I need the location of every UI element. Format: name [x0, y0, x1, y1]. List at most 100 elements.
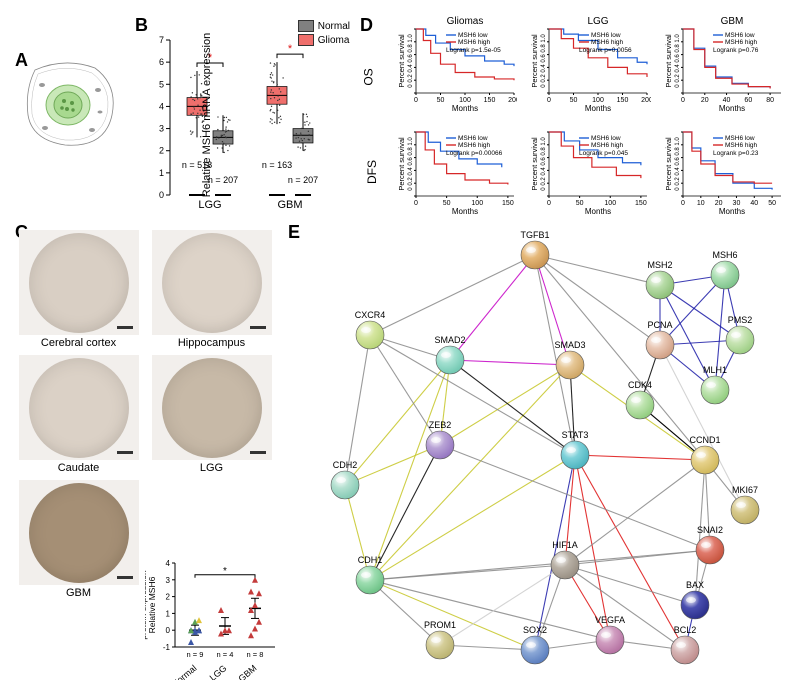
svg-text:1: 1: [166, 609, 171, 618]
svg-text:PCNA: PCNA: [647, 320, 672, 330]
svg-text:1: 1: [159, 168, 164, 178]
svg-text:n = 163: n = 163: [262, 160, 292, 170]
svg-text:Logrank p=0.23: Logrank p=0.23: [713, 150, 759, 157]
svg-text:n = 9: n = 9: [187, 650, 204, 659]
ihc-tile-caudate: Caudate: [15, 355, 142, 474]
svg-text:n = 4: n = 4: [217, 650, 234, 659]
svg-text:Months: Months: [585, 104, 611, 113]
svg-text:MSH2: MSH2: [647, 260, 672, 270]
row-label-os: OS: [362, 68, 376, 85]
svg-text:ZEB2: ZEB2: [429, 420, 452, 430]
panel-c-chart-svg: -101234n = 9Normaln = 4LGGn = 8GBM*Relat…: [145, 555, 280, 680]
svg-text:0: 0: [547, 200, 551, 207]
svg-text:TGFB1: TGFB1: [520, 230, 549, 240]
ihc-tile-hippocampus: Hippocampus: [148, 230, 275, 349]
svg-text:CDK4: CDK4: [628, 380, 652, 390]
svg-text:CDH2: CDH2: [333, 460, 358, 470]
svg-text:0: 0: [681, 200, 685, 207]
panel-e-svg: TGFB1 MSH2 MSH6 PCNA PMS2 MLH1 CDK4 CXCR4 SMAD2 S…: [290, 230, 785, 685]
svg-text:50: 50: [443, 200, 451, 207]
ihc-tile-gbm: GBM: [15, 480, 142, 599]
svg-text:0: 0: [414, 200, 418, 207]
svg-text:Percent survival: Percent survival: [397, 34, 406, 88]
svg-text:40: 40: [750, 200, 758, 207]
svg-text:0: 0: [681, 97, 685, 104]
svg-text:MKI67: MKI67: [732, 485, 758, 495]
svg-text:3: 3: [166, 576, 171, 585]
svg-text:CXCR4: CXCR4: [355, 310, 386, 320]
svg-text:Logrank p=0.00066: Logrank p=0.00066: [446, 150, 503, 157]
svg-text:80: 80: [766, 97, 774, 104]
svg-text:MSH6 low: MSH6 low: [458, 135, 488, 142]
svg-text:4: 4: [166, 559, 171, 568]
panel-b-boxplot: Normal Glioma Relative MSH6 mRNA express…: [135, 20, 350, 210]
svg-text:Gliomas: Gliomas: [447, 16, 484, 27]
svg-text:MSH6 low: MSH6 low: [591, 135, 621, 142]
svg-text:Percent survival: Percent survival: [530, 136, 539, 190]
svg-text:20: 20: [714, 200, 722, 207]
svg-text:BAX: BAX: [686, 580, 704, 590]
svg-text:STAT3: STAT3: [562, 430, 589, 440]
svg-text:0: 0: [547, 97, 551, 104]
km-plot-1: 050100150200LGGPercent survival0 0.2 0.4…: [523, 15, 650, 114]
svg-text:MSH6 low: MSH6 low: [591, 32, 621, 39]
svg-text:150: 150: [617, 97, 629, 104]
svg-text:Logrank p=0.76: Logrank p=0.76: [713, 47, 759, 54]
svg-text:60: 60: [744, 97, 752, 104]
svg-text:2: 2: [166, 593, 171, 602]
svg-text:protein expression: protein expression: [145, 570, 148, 640]
svg-text:2: 2: [159, 146, 164, 156]
km-plot-3: 050100150Percent survival0 0.2 0.4 0.6 0…: [390, 118, 517, 217]
svg-text:200: 200: [508, 97, 517, 104]
svg-text:MLH1: MLH1: [703, 365, 727, 375]
svg-text:MSH6 high: MSH6 high: [591, 39, 624, 46]
svg-text:Months: Months: [452, 104, 478, 113]
svg-text:100: 100: [459, 97, 471, 104]
svg-text:Logrank p=1.5e-05: Logrank p=1.5e-05: [446, 47, 501, 54]
svg-text:5: 5: [159, 79, 164, 89]
svg-text:Months: Months: [719, 207, 745, 216]
svg-text:LGG: LGG: [588, 16, 609, 27]
ihc-tile-lgg: LGG: [148, 355, 275, 474]
svg-text:50: 50: [437, 97, 445, 104]
svg-text:Months: Months: [719, 104, 745, 113]
svg-text:MSH6 low: MSH6 low: [725, 32, 755, 39]
svg-text:0: 0: [414, 97, 418, 104]
svg-text:Normal: Normal: [170, 663, 199, 680]
svg-text:Relative MSH6: Relative MSH6: [147, 576, 157, 633]
svg-text:MSH6: MSH6: [712, 250, 737, 260]
svg-text:n = 207: n = 207: [288, 175, 318, 185]
svg-text:MSH6 low: MSH6 low: [725, 135, 755, 142]
svg-text:GBM: GBM: [277, 199, 302, 210]
panel-a-cell-schematic: [20, 60, 120, 150]
svg-text:MSH6 high: MSH6 high: [458, 39, 491, 46]
svg-text:SNAI2: SNAI2: [697, 525, 723, 535]
svg-text:n = 8: n = 8: [247, 650, 264, 659]
svg-text:0: 0: [166, 626, 171, 635]
svg-text:SMAD2: SMAD2: [434, 335, 465, 345]
legend-text-normal: Normal: [318, 21, 350, 32]
panel-e-network: TGFB1 MSH2 MSH6 PCNA PMS2 MLH1 CDK4 CXCR4 SMAD2 S…: [290, 230, 785, 685]
panel-b-svg: 01234567*n = 518n = 207LGG*n = 163n = 20…: [135, 20, 350, 210]
svg-text:GBM: GBM: [720, 16, 743, 27]
svg-text:PROM1: PROM1: [424, 620, 456, 630]
svg-text:MSH6 low: MSH6 low: [458, 32, 488, 39]
svg-text:Logrank p=0.045: Logrank p=0.045: [579, 150, 628, 157]
svg-text:100: 100: [471, 200, 483, 207]
svg-text:6: 6: [159, 57, 164, 67]
svg-text:PMS2: PMS2: [728, 315, 753, 325]
ihc-grid: Cerebral cortexHippocampusCaudateLGGGBM: [15, 230, 275, 599]
svg-text:Months: Months: [452, 207, 478, 216]
svg-text:Percent survival: Percent survival: [530, 34, 539, 88]
svg-text:20: 20: [701, 97, 709, 104]
svg-text:HIF1A: HIF1A: [552, 540, 578, 550]
svg-text:4: 4: [159, 101, 164, 111]
legend-swatch-glioma: [298, 34, 314, 46]
svg-text:40: 40: [722, 97, 730, 104]
row-label-dfs: DFS: [365, 160, 379, 184]
svg-text:150: 150: [484, 97, 496, 104]
km-grid: 050100150200GliomasPercent survival0 0.2…: [390, 15, 784, 210]
svg-text:BCL2: BCL2: [674, 625, 697, 635]
svg-text:Percent survival: Percent survival: [397, 136, 406, 190]
figure-root: A B C D E Normal Glioma Relative MSH6 mR…: [10, 10, 786, 690]
